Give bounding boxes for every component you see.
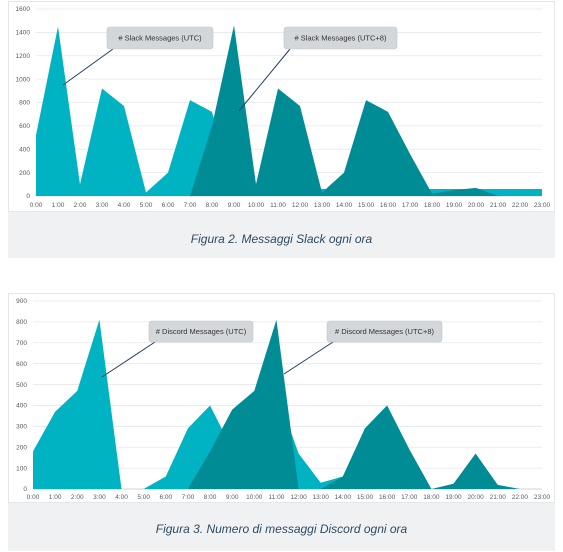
x-tick-label: 18:00 [423,494,440,501]
y-tick-label: 1200 [16,53,31,60]
x-tick-label: 16:00 [380,202,397,209]
y-tick-label: 1600 [16,6,31,13]
y-tick-label: 300 [16,424,27,431]
series-label: # Discord Messages (UTC) [156,327,247,336]
x-tick-label: 4:00 [115,494,128,501]
x-tick-label: 21:00 [490,494,507,501]
x-tick-label: 21:00 [490,202,507,209]
discord-utc8-callout: # Discord Messages (UTC+8) [283,320,443,375]
series-area-utc [36,26,542,197]
discord-chart: 0 100 200 300 400 500 600 700 800 900 0:00 1:00 2:00… [8,293,555,503]
x-tick-label: 15:00 [357,494,374,501]
x-tick-label: 23:00 [534,202,551,209]
x-tick-label: 20:00 [467,494,484,501]
slack-utc8-callout: # Slack Messages (UTC+8) [238,26,398,112]
slack-utc-callout: # Slack Messages (UTC) [62,26,214,86]
x-tick-label: 7:00 [182,494,195,501]
discord-figure-caption: Figura 3. Numero di messaggi Discord ogn… [155,522,408,536]
x-tick-label: 18:00 [424,202,441,209]
x-tick-label: 7:00 [184,202,197,209]
callout-leader-line [238,48,291,112]
callout-box [148,320,254,343]
x-tick-label: 0:00 [30,202,43,209]
x-tick-label: 13:00 [314,202,331,209]
callout-box [106,26,214,50]
x-tick-label: 15:00 [358,202,375,209]
series-area-utc8 [190,25,542,196]
x-tick-label: 1:00 [49,494,62,501]
x-tick-label: 23:00 [534,494,551,501]
x-tick-label: 22:00 [512,202,529,209]
x-tick-label: 5:00 [137,494,150,501]
x-tick-label: 9:00 [226,494,239,501]
slack-chart: 0 200 400 600 800 1000 1200 1400 1600 0:00 1:00 2:0… [8,1,555,212]
y-tick-label: 900 [16,298,27,305]
x-tick-label: 12:00 [292,202,309,209]
x-tick-label: 10:00 [246,494,263,501]
x-tick-label: 8:00 [204,494,217,501]
x-tick-label: 17:00 [401,494,418,501]
y-tick-label: 600 [16,361,27,368]
x-tick-label: 16:00 [379,494,396,501]
x-tick-label: 6:00 [162,202,175,209]
y-tick-label: 1400 [16,30,31,37]
x-tick-label: 10:00 [248,202,265,209]
callout-box [283,26,398,50]
x-tick-label: 20:00 [468,202,485,209]
series-area-utc8 [187,319,542,489]
x-tick-label: 9:00 [228,202,241,209]
y-tick-label: 200 [19,170,30,177]
series-label: # Slack Messages (UTC) [118,34,202,43]
x-tick-label: 17:00 [402,202,419,209]
y-tick-label: 0 [26,193,30,200]
x-tick-label: 19:00 [446,202,463,209]
x-tick-label: 8:00 [206,202,219,209]
callout-leader-line [283,341,334,375]
x-tick-label: 0:00 [27,494,40,501]
x-tick-label: 6:00 [159,494,172,501]
y-tick-label: 800 [16,319,27,326]
series-label: # Slack Messages (UTC+8) [295,34,387,43]
y-tick-label: 100 [16,465,27,472]
y-tick-label: 1000 [16,76,31,83]
y-tick-label: 400 [16,403,27,410]
y-tick-label: 200 [16,444,27,451]
x-tick-label: 1:00 [52,202,65,209]
x-tick-label: 19:00 [445,494,462,501]
slack-figure-caption: Figura 2. Messaggi Slack ogni ora [190,232,373,246]
discord-area-chart: 0 100 200 300 400 500 600 700 800 900 0:00 1:00 2:00… [16,298,551,501]
x-tick-label: 4:00 [118,202,131,209]
y-tick-label: 500 [16,382,27,389]
y-tick-label: 700 [16,340,27,347]
x-tick-label: 3:00 [96,202,109,209]
slack-figure: 0 200 400 600 800 1000 1200 1400 1600 0:00 1:00 2:0… [8,1,555,258]
x-tick-label: 11:00 [269,494,285,501]
x-tick-label: 5:00 [140,202,153,209]
x-tick-label: 11:00 [270,202,286,209]
y-tick-label: 0 [23,486,27,493]
callout-leader-line [62,48,114,86]
x-tick-label: 13:00 [313,494,330,501]
callout-box [326,320,443,343]
x-tick-label: 14:00 [336,202,353,209]
series-label: # Discord Messages (UTC+8) [335,327,434,336]
callout-leader-line [101,341,156,378]
discord-figure: 0 100 200 300 400 500 600 700 800 900 0:00 1:00 2:00… [8,293,555,551]
y-tick-label: 800 [19,100,30,107]
y-tick-label: 600 [19,123,30,130]
x-tick-label: 2:00 [74,202,87,209]
x-tick-label: 2:00 [71,494,84,501]
x-tick-label: 12:00 [290,494,307,501]
x-tick-label: 14:00 [335,494,352,501]
x-tick-label: 3:00 [93,494,106,501]
x-tick-label: 22:00 [512,494,529,501]
slack-area-chart: 0 200 400 600 800 1000 1200 1400 1600 0:00 1:00 2:0… [16,6,551,209]
discord-utc-callout: # Discord Messages (UTC) [101,320,254,378]
y-tick-label: 400 [19,146,30,153]
